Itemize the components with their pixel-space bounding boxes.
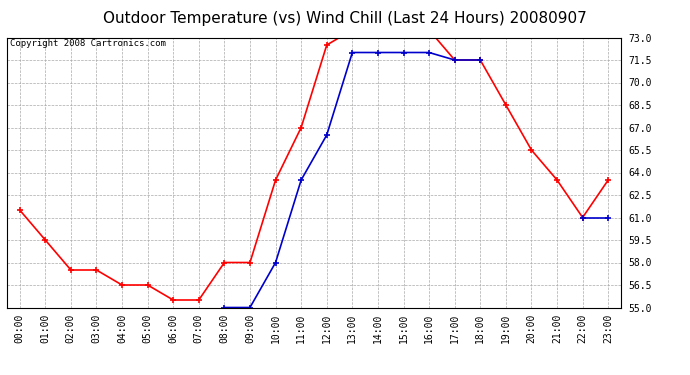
- Text: Outdoor Temperature (vs) Wind Chill (Last 24 Hours) 20080907: Outdoor Temperature (vs) Wind Chill (Las…: [103, 11, 587, 26]
- Text: Copyright 2008 Cartronics.com: Copyright 2008 Cartronics.com: [10, 39, 166, 48]
